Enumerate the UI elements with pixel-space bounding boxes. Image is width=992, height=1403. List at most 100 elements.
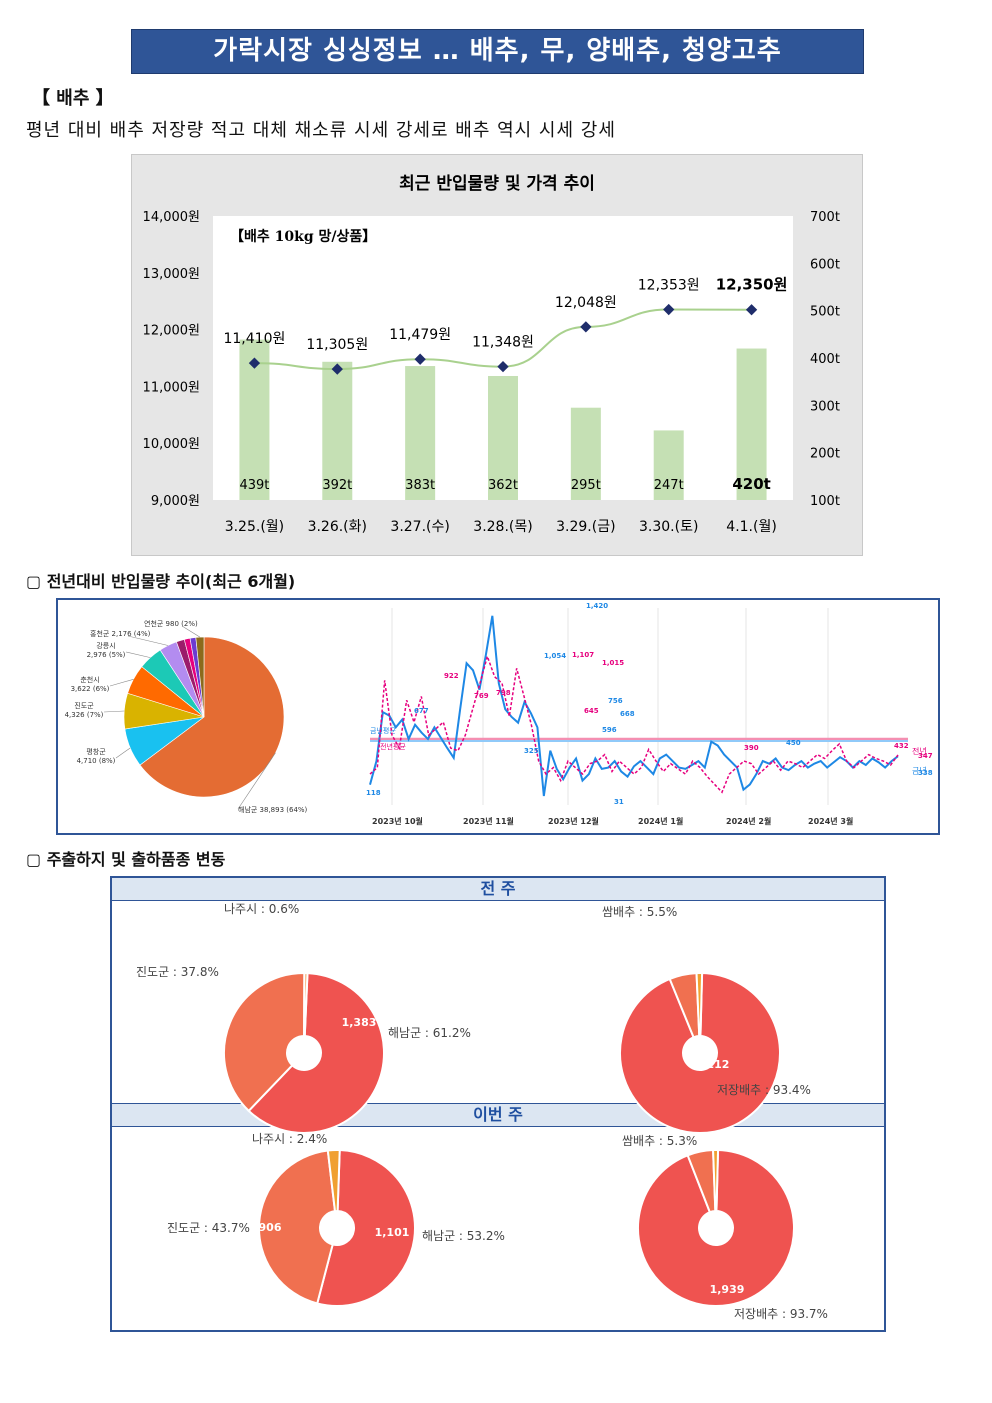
donut-label: 진도군 : 43.7% (167, 1221, 250, 1235)
pie-label-name: 진도군 (74, 701, 94, 710)
data-point-label: 677 (414, 707, 429, 715)
volume-label: 439t (239, 478, 269, 493)
volume-bar (570, 407, 601, 500)
y-right-tick: 100t (810, 494, 840, 509)
price-point (331, 363, 343, 375)
price-label: 11,410원 (223, 331, 285, 347)
data-point-label: 668 (620, 710, 635, 718)
data-point-label: 1,015 (602, 659, 624, 667)
price-point (497, 360, 509, 373)
donut-slice (303, 971, 309, 1038)
donut-slice (712, 1149, 720, 1213)
donut-slice (316, 1149, 416, 1307)
data-point-label: 645 (584, 707, 599, 715)
summary-text: 평년 대비 배추 저장량 적고 대체 채소류 시세 강세로 배추 역시 시세 강… (26, 120, 616, 141)
y-right-tick: 200t (810, 447, 840, 462)
donut-slice (258, 1149, 337, 1305)
pie-leader-line (103, 710, 125, 713)
x-tick-label: 2023년 10월 (372, 816, 423, 826)
x-tick-label: 3.26.(화) (308, 519, 367, 535)
pie-label-value: 3,622 (6%) (71, 685, 110, 693)
pie-label-name: 춘천시 (80, 675, 99, 684)
donut-label: 저장배추 : 93.4% (717, 1083, 811, 1097)
x-tick-label: 2023년 11월 (463, 816, 514, 826)
volume-label: 362t (488, 478, 518, 493)
donut-charts: 해남군 : 61.2% 1,383 진도군 : 37.8%854 나주시 : 0.6%… (136, 902, 828, 1321)
pie-label-value: 2,976 (5%) (87, 651, 126, 659)
end-label-this: 금년 (912, 766, 927, 776)
donut-value-label: 906 (259, 1221, 282, 1234)
donut-slice (247, 972, 385, 1134)
volume-bar (736, 348, 767, 500)
donut-label: 저장배추 : 93.7% (734, 1307, 828, 1321)
data-point-label: 432 (894, 742, 909, 750)
volume-bar (405, 366, 436, 500)
section-title-volume-trend: ▢ 전년대비 반입물량 추이(최근 6개월) (26, 572, 296, 591)
donut-slice (619, 971, 781, 1134)
data-point-label: 450 (786, 739, 801, 747)
pie-slice (195, 636, 205, 718)
pie-label: 홍천군 2,176 (4%) (90, 629, 151, 638)
y-left-tick: 9,000원 (151, 494, 200, 509)
section-title-origin-variety: ▢ 주출하지 및 출하품종 변동 (26, 850, 226, 869)
volume-label: 295t (571, 478, 601, 493)
x-tick-label: 3.28.(목) (473, 519, 532, 535)
price-volume-chart: 최근 반입물량 및 가격 추이 【배추 10kg 망/상품】 14,000원 13,0… (131, 154, 863, 556)
y-left-tick: 11,000원 (143, 380, 200, 395)
prev-week-header: 전 주 (112, 878, 884, 901)
end-label-prev: 전년 (912, 746, 927, 756)
donut-slice (637, 1148, 795, 1307)
x-tick-label: 2024년 3월 (808, 816, 853, 826)
data-point-label: 1,054 (544, 652, 566, 660)
donut-label: 해남군 : 53.2% (422, 1229, 505, 1243)
mean-label: 금년평균 (370, 726, 396, 735)
y-left-tick: 14,000원 (143, 210, 200, 225)
donut-slice (223, 972, 306, 1113)
x-tick-label: 3.27.(수) (390, 519, 449, 535)
pie-leader-line (109, 678, 134, 687)
x-tick-label: 3.29.(금) (556, 519, 615, 535)
y-right-tick: 600t (810, 257, 840, 272)
pie-label-name: 강릉시 (96, 641, 115, 650)
price-volume-svg: 최근 반입물량 및 가격 추이 【배추 10kg 망/상품】 14,000원 13,0… (143, 174, 840, 535)
x-tick-label: 3.30.(토) (639, 519, 698, 535)
y-right-tick: 300t (810, 399, 840, 414)
data-point-label: 1,420 (586, 602, 608, 610)
donut-label: 나주시 : 0.6% (224, 902, 299, 916)
y-left-tick: 12,000원 (143, 324, 200, 339)
x-tick-label: 2024년 2월 (726, 816, 771, 826)
donut-value-label: 1,383 (342, 1016, 377, 1029)
data-point-label: 325 (524, 747, 539, 755)
donut-value-label: 2,112 (695, 1058, 730, 1071)
pie-leader-line (237, 752, 276, 810)
volume-trend-frame: 해남군 38,893 (64%) 평창군 4,710 (8%) 진도군 4,326 (7… (56, 598, 940, 835)
data-point-label: 31 (614, 798, 624, 806)
price-point (414, 353, 426, 365)
data-point-label: 347 (918, 752, 933, 760)
price-point (580, 321, 592, 333)
volume-label: 247t (654, 478, 684, 493)
pie-label-name: 평창군 (86, 747, 106, 756)
pie-leader-line (127, 635, 169, 646)
volume-bar (488, 375, 518, 500)
pie-label-value: 4,326 (7%) (65, 711, 104, 719)
donut-label: 진도군 : 37.8% (136, 965, 219, 979)
donut-slice (326, 1149, 341, 1213)
section-title-cabbage: 【 배추 】 (32, 88, 114, 109)
price-label: 12,048원 (555, 295, 617, 311)
pie-label: 연천군 980 (2%) (144, 619, 198, 628)
pie-leader-line (115, 747, 131, 759)
donut-value-label: 1,101 (375, 1226, 410, 1239)
donut-label: 쌈배추 : 5.3% (622, 1134, 697, 1148)
donut-slice (695, 972, 704, 1038)
data-point-label: 756 (608, 697, 623, 705)
donut-label: 해남군 : 61.2% (388, 1026, 471, 1040)
data-point-label: 596 (602, 726, 617, 734)
y-right-tick: 700t (810, 210, 840, 225)
pie-label-value: 4,710 (8%) (77, 757, 116, 765)
data-point-label: 922 (444, 672, 459, 680)
donut-label: 나주시 : 2.4% (252, 1132, 327, 1146)
price-point (663, 303, 675, 316)
data-point-label: 1,107 (572, 651, 594, 659)
